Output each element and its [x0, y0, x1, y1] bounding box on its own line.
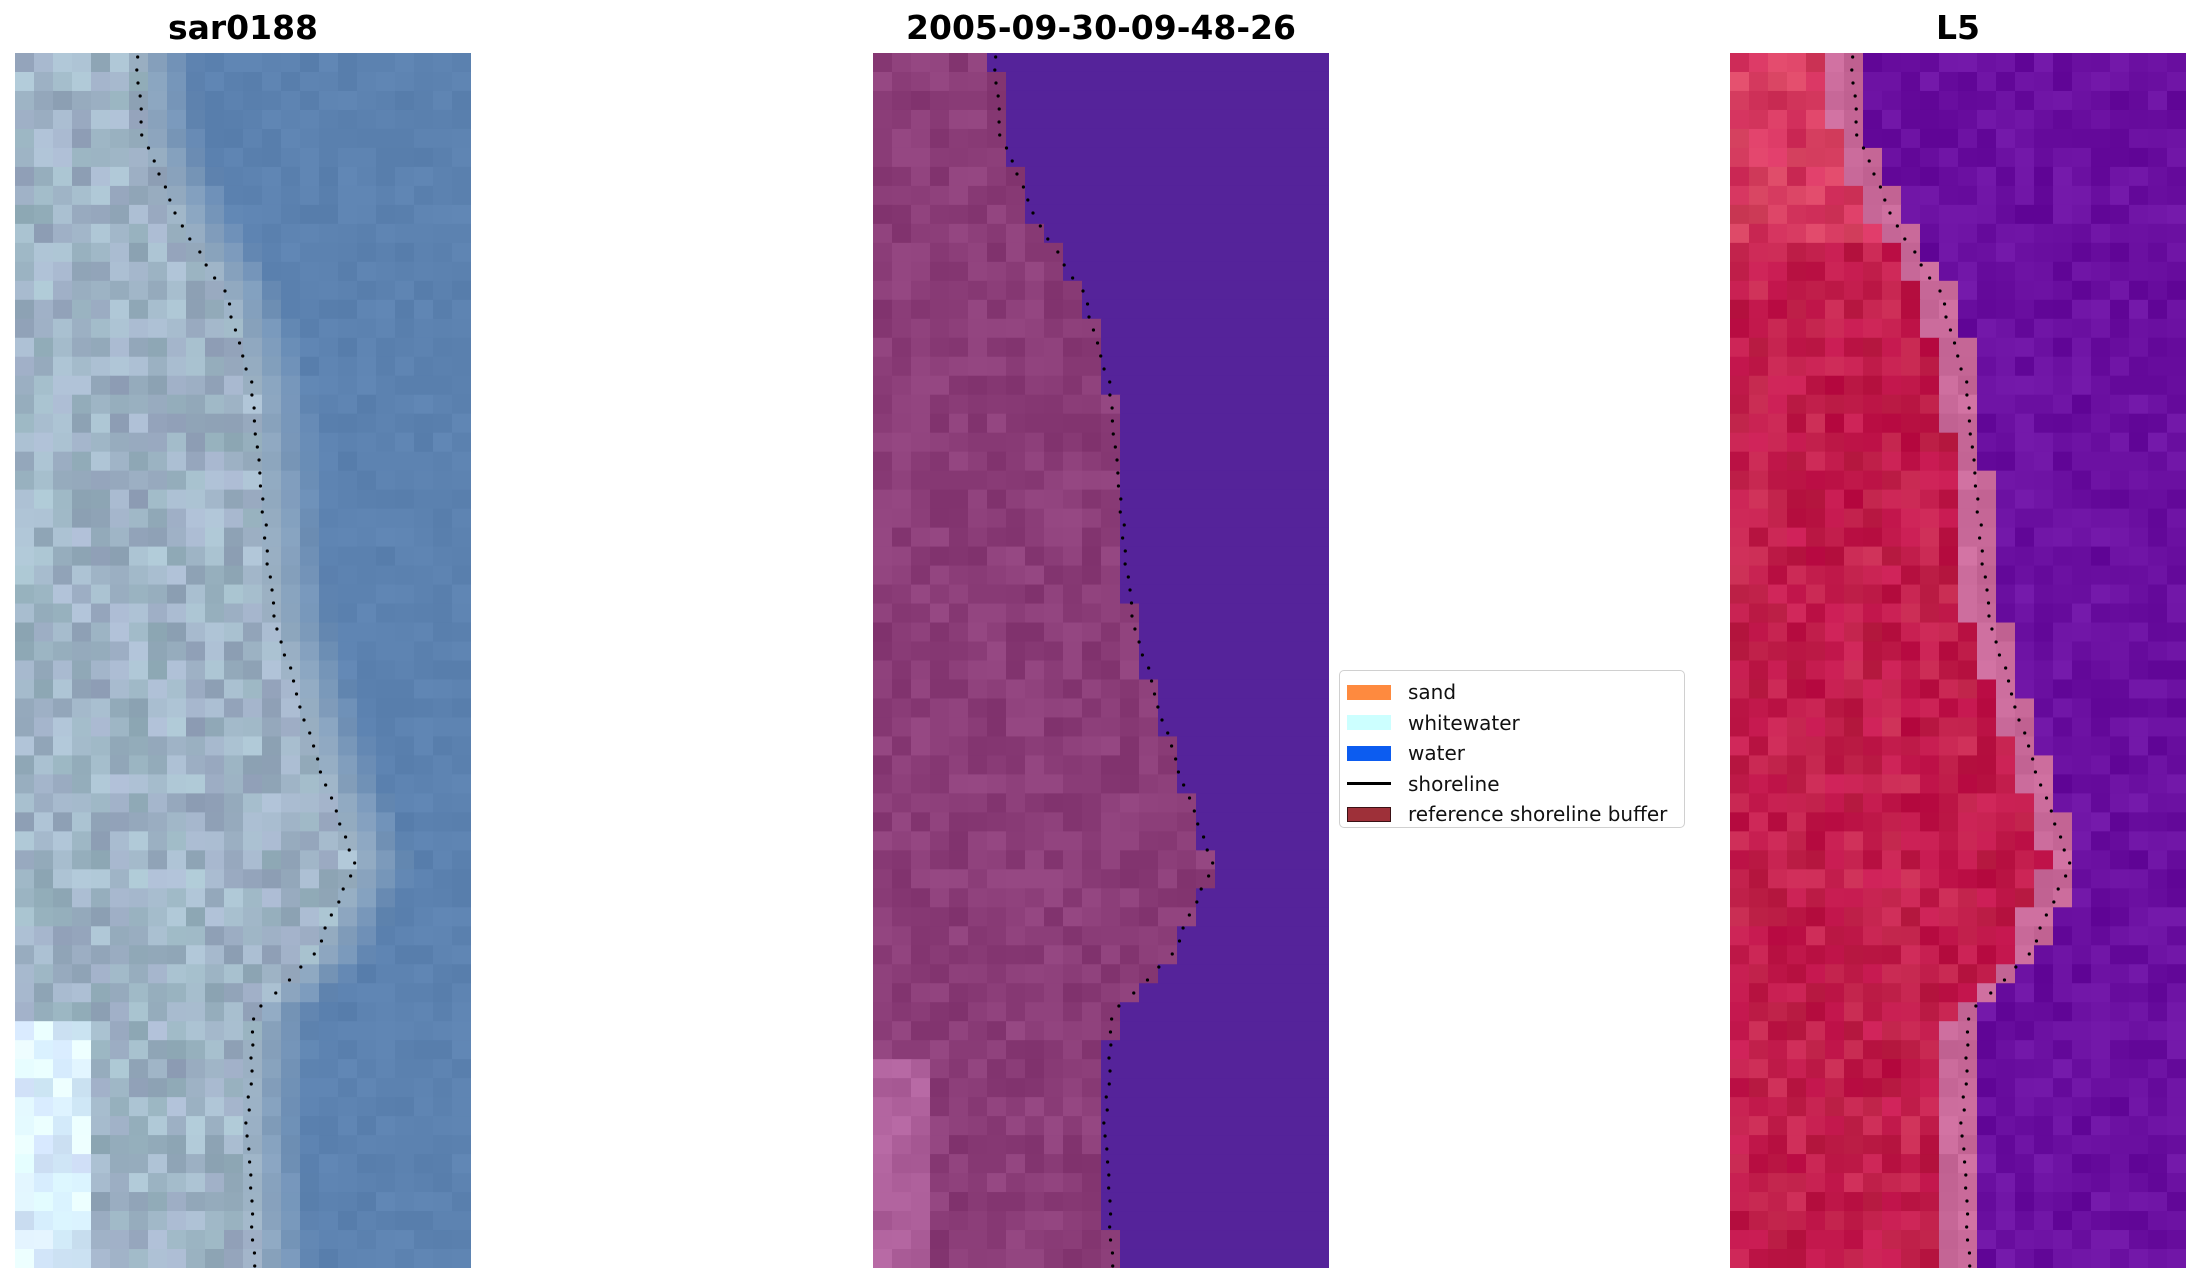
legend-item-water: water: [1340, 738, 1684, 769]
index-image: [1730, 53, 2186, 1268]
classified-image: [873, 53, 1329, 1268]
legend-label: sand: [1408, 680, 1457, 705]
shoreline-line-icon: [1347, 782, 1391, 786]
legend-item-shoreline: shoreline: [1340, 769, 1684, 800]
legend-item-reference-buffer: reference shoreline buffer: [1340, 799, 1684, 830]
water-swatch: [1347, 745, 1391, 761]
legend-label: water: [1408, 741, 1465, 766]
reference-buffer-swatch: [1347, 806, 1391, 822]
panel-title-date: 2005-09-30-09-48-26: [906, 8, 1296, 47]
legend-label: shoreline: [1408, 771, 1500, 796]
legend-label: whitewater: [1408, 710, 1520, 735]
shoreline-dots: [135, 55, 357, 1268]
legend-item-whitewater: whitewater: [1340, 708, 1684, 739]
panel-title-sar0188: sar0188: [167, 8, 319, 47]
sand-swatch: [1347, 684, 1391, 700]
legend-item-sand: sand: [1340, 677, 1684, 708]
rgb-satellite-image: [15, 53, 471, 1268]
whitewater-swatch: [1347, 715, 1391, 731]
legend-label: reference shoreline buffer: [1408, 802, 1668, 827]
shoreline-dots: [993, 55, 1215, 1268]
panel-title-l5: L5: [1936, 8, 1980, 47]
shoreline-dots: [1850, 55, 2072, 1268]
legend: sand whitewater water shoreline referenc…: [1339, 670, 1685, 828]
